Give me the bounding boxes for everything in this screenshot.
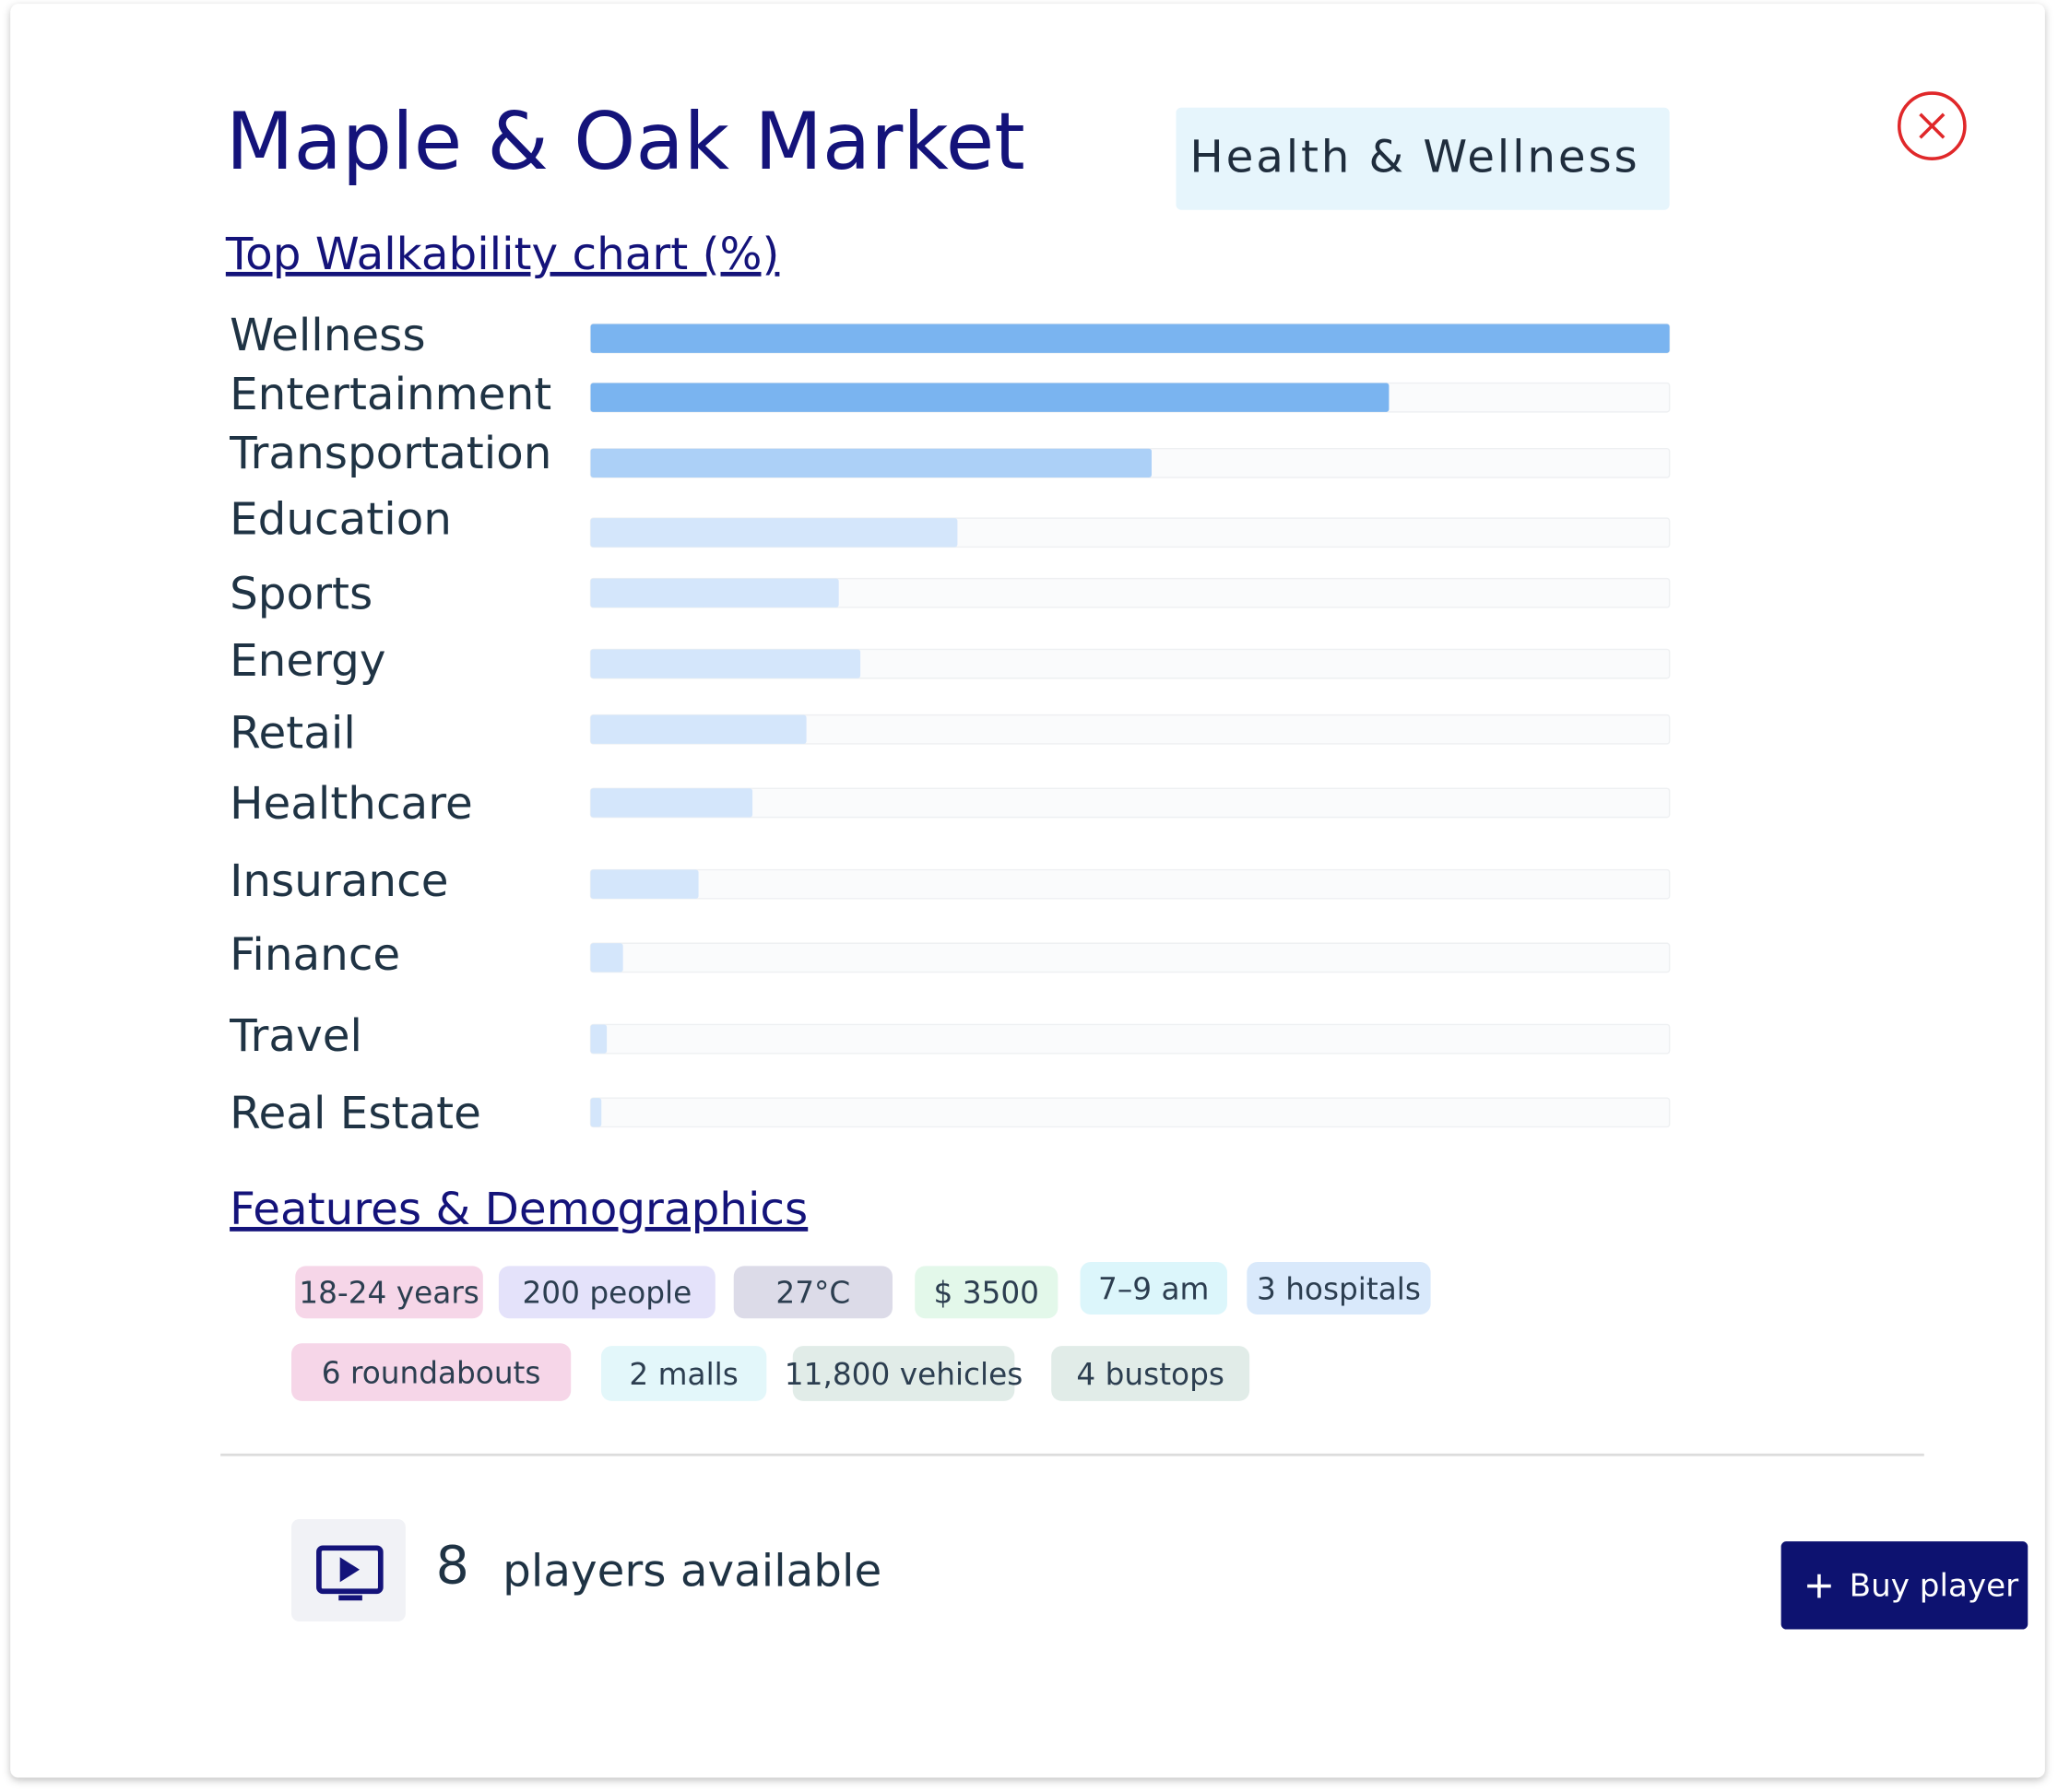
bar [590, 578, 839, 607]
chip-label: 6 roundabouts [322, 1355, 541, 1390]
category-label: Healthcare [230, 778, 473, 830]
category-label: Real Estate [230, 1088, 481, 1139]
category-label: Education [230, 493, 452, 545]
chip [291, 1343, 572, 1401]
bar-track [589, 942, 1671, 973]
chip [1080, 1262, 1227, 1315]
bar [590, 448, 1153, 478]
chip-label: 2 malls [629, 1357, 738, 1392]
chart-title[interactable]: Top Walkability chart (%) [225, 229, 780, 280]
bar [590, 324, 1670, 353]
buy-button[interactable]: Buy player [1780, 1541, 2028, 1630]
chip-label: 7–9 am [1098, 1271, 1209, 1306]
chip-label: 11,800 vehicles [785, 1357, 1023, 1392]
category-label: Entertainment [230, 369, 551, 420]
players-text: players available [503, 1546, 881, 1597]
bar [590, 383, 1390, 412]
chip [600, 1346, 767, 1401]
bar [590, 518, 958, 548]
buy-button-label[interactable]: Buy player [1850, 1567, 2019, 1604]
category-label: Retail [230, 707, 356, 759]
title: Maple & Oak Market [226, 97, 1025, 188]
player-icon [291, 1518, 406, 1621]
category-label: Finance [230, 929, 400, 981]
chip-label: 18-24 years [299, 1276, 479, 1311]
chip [295, 1266, 483, 1319]
category-label: Energy [230, 635, 385, 687]
chip [1051, 1346, 1250, 1401]
bar [590, 649, 861, 678]
bar [590, 1024, 608, 1054]
category-label: Travel [229, 1010, 362, 1062]
chip [498, 1266, 716, 1319]
category-label: Transportation [229, 428, 551, 479]
tag-box [1176, 107, 1670, 210]
chip-label: 200 people [522, 1276, 692, 1311]
bar [590, 943, 623, 973]
close-button[interactable] [1897, 91, 1967, 160]
chip [1247, 1262, 1431, 1315]
bar [590, 1098, 602, 1127]
chip-label: 4 bustops [1076, 1357, 1224, 1392]
chip [733, 1266, 893, 1319]
chip-label: 3 hospitals [1257, 1271, 1421, 1306]
tag: Health & Wellness [1189, 132, 1639, 183]
category-label: Insurance [230, 855, 448, 907]
chip [792, 1346, 1015, 1401]
chip-label: 27°C [775, 1276, 850, 1311]
chip [915, 1266, 1059, 1319]
players-count: 8 [436, 1536, 469, 1597]
bar [590, 714, 807, 744]
bar-track [589, 1097, 1671, 1128]
features-title[interactable]: Features & Demographics [230, 1184, 808, 1235]
category-label: Sports [230, 569, 373, 620]
chip-label: $ 3500 [933, 1276, 1038, 1311]
bar-track [589, 868, 1671, 900]
category-label: Wellness [230, 310, 425, 361]
bar-track [589, 1023, 1671, 1055]
bar [590, 869, 699, 899]
bar [590, 788, 753, 818]
